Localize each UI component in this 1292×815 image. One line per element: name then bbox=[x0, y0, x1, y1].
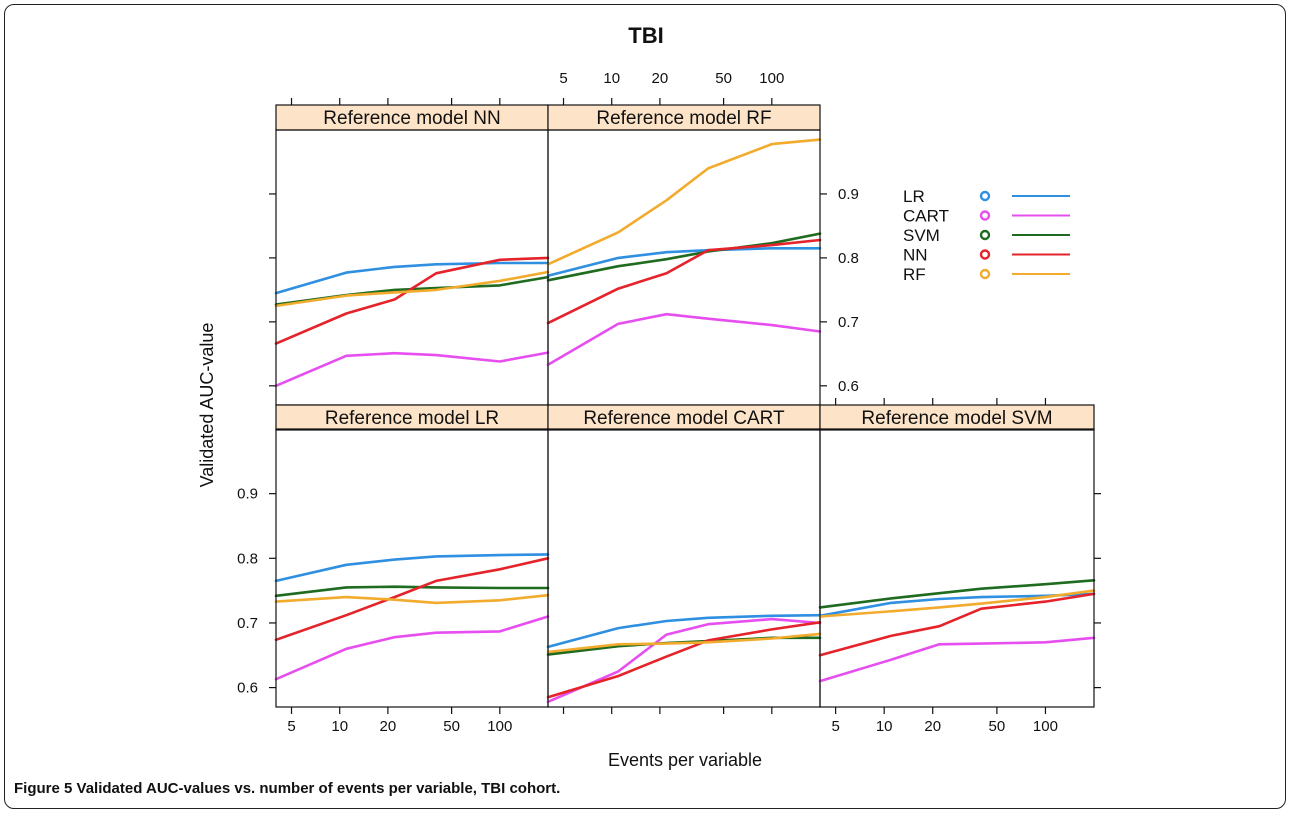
x-axis-title: Events per variable bbox=[608, 750, 762, 770]
series-line-nn bbox=[274, 256, 550, 345]
panel-strip bbox=[547, 404, 821, 431]
panel-reference-model-cart: Reference model CART bbox=[546, 404, 822, 708]
series-line-nn bbox=[546, 620, 822, 699]
legend-marker-nn bbox=[979, 249, 991, 260]
x-tick-label: 100 bbox=[759, 70, 784, 87]
series-line-svm bbox=[818, 578, 1096, 609]
legend-label-svm: SVM bbox=[903, 226, 940, 245]
series-line-svm bbox=[546, 636, 822, 656]
panel-title: Reference model RF bbox=[596, 108, 771, 129]
x-axis-bottom-svm: 5 10 20 50 100 bbox=[831, 707, 1058, 735]
series-line-cart bbox=[274, 351, 550, 388]
x-axis-bottom-cart bbox=[562, 707, 773, 714]
y-axis-right-top: 0.6 0.7 0.8 0.9 bbox=[820, 186, 859, 395]
panel-strip bbox=[275, 104, 549, 131]
x-axis-bottom-lr: 5 10 20 50 100 bbox=[287, 707, 512, 735]
panel-frame bbox=[547, 428, 821, 708]
x-tick-label: 5 bbox=[287, 718, 295, 735]
series-line-svm bbox=[546, 232, 822, 282]
x-tick-label: 20 bbox=[924, 718, 941, 735]
series-line-nn bbox=[546, 238, 822, 325]
legend-label-rf: RF bbox=[903, 265, 926, 284]
y-axis-title: Validated AUC-value bbox=[197, 323, 217, 488]
panel-title: Reference model SVM bbox=[861, 408, 1052, 429]
legend-marker-lr bbox=[979, 190, 991, 202]
series-line-rf bbox=[818, 589, 1096, 618]
x-tick-label: 10 bbox=[603, 70, 620, 87]
x-axis-top-nn bbox=[290, 98, 501, 105]
series-line-svm bbox=[274, 585, 550, 598]
series-line-lr bbox=[546, 247, 822, 278]
panel-title: Reference model LR bbox=[325, 408, 499, 429]
x-tick-label: 50 bbox=[443, 718, 460, 735]
panel-strip bbox=[819, 404, 1095, 431]
y-tick-label: 0.7 bbox=[237, 615, 258, 632]
series-line-nn bbox=[274, 556, 550, 642]
x-tick-label: 20 bbox=[380, 718, 397, 735]
y-tick-label: 0.9 bbox=[838, 186, 859, 203]
caption-text: Validated AUC-values vs. number of event… bbox=[76, 780, 561, 797]
x-tick-label: 50 bbox=[989, 718, 1006, 735]
y-tick-label: 0.6 bbox=[237, 680, 258, 697]
x-tick-label: 5 bbox=[831, 718, 839, 735]
legend-marker-svm bbox=[979, 229, 991, 241]
legend-label-cart: CART bbox=[903, 207, 949, 226]
x-tick-label: 5 bbox=[559, 70, 567, 87]
x-axis-top-rf: 5 10 20 50 100 bbox=[559, 70, 784, 105]
series-line-cart bbox=[818, 636, 1096, 683]
series-line-lr bbox=[274, 261, 550, 295]
panel-reference-model-rf: Reference model RF bbox=[546, 104, 822, 406]
panel-title: Reference model NN bbox=[323, 108, 500, 129]
series-line-cart bbox=[546, 617, 822, 704]
y-axis-left-top bbox=[269, 193, 276, 387]
series-line-cart bbox=[274, 615, 550, 681]
x-tick-label: 100 bbox=[1033, 718, 1058, 735]
series-line-rf bbox=[546, 632, 822, 654]
panel-title: Reference model CART bbox=[583, 408, 785, 429]
y-tick-label: 0.6 bbox=[838, 378, 859, 395]
panel-frame bbox=[819, 428, 1095, 708]
legend-marker-cart bbox=[979, 210, 991, 221]
y-tick-label: 0.7 bbox=[838, 314, 859, 331]
x-tick-label: 20 bbox=[652, 70, 669, 87]
series-line-lr bbox=[546, 613, 822, 649]
series-line-cart bbox=[546, 312, 822, 367]
legend-marker-rf bbox=[979, 268, 991, 280]
y-tick-label: 0.8 bbox=[237, 550, 258, 567]
panel-strip bbox=[547, 104, 821, 131]
y-tick-label: 0.9 bbox=[237, 486, 258, 503]
y-axis-left-bottom: 0.6 0.7 0.8 0.9 bbox=[237, 486, 276, 697]
panel-reference-model-nn: Reference model NN bbox=[274, 104, 550, 406]
series-line-lr bbox=[274, 553, 550, 583]
x-tick-label: 50 bbox=[715, 70, 732, 87]
caption-label: Figure 5 bbox=[14, 780, 73, 797]
chart-title: TBI bbox=[628, 23, 663, 48]
y-tick-label: 0.8 bbox=[838, 250, 859, 267]
x-tick-label: 10 bbox=[876, 718, 893, 735]
y-axis-right-bottom bbox=[1094, 493, 1101, 689]
series-line-rf bbox=[274, 270, 550, 308]
panel-frame bbox=[275, 129, 549, 406]
panel-strip bbox=[275, 404, 549, 431]
legend-label-lr: LR bbox=[903, 187, 925, 206]
panel-frame bbox=[547, 129, 821, 406]
figure-caption: Figure 5 Validated AUC-values vs. number… bbox=[14, 780, 560, 797]
legend-label-nn: NN bbox=[903, 246, 928, 265]
series-line-nn bbox=[818, 592, 1096, 657]
series-line-rf bbox=[546, 138, 822, 266]
x-tick-label: 10 bbox=[331, 718, 348, 735]
x-tick-label: 100 bbox=[487, 718, 512, 735]
series-line-rf bbox=[274, 593, 550, 605]
panel-reference-model-lr: Reference model LR bbox=[274, 404, 550, 708]
x-axis-top-svm bbox=[835, 398, 1047, 405]
panel-reference-model-svm: Reference model SVM bbox=[818, 404, 1096, 708]
